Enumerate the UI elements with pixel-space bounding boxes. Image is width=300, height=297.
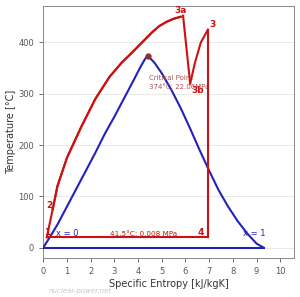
Y-axis label: Temperature [°C]: Temperature [°C] bbox=[6, 90, 16, 174]
X-axis label: Specific Entropy [kJ/kgK]: Specific Entropy [kJ/kgK] bbox=[109, 279, 229, 289]
Text: nuclear-power.net: nuclear-power.net bbox=[48, 288, 111, 294]
Text: x = 0: x = 0 bbox=[56, 229, 79, 238]
Text: 3a: 3a bbox=[175, 6, 187, 15]
Text: Critical Point
374°C; 22.06MPa: Critical Point 374°C; 22.06MPa bbox=[149, 75, 209, 90]
Text: 41.5°C; 0.008 MPa: 41.5°C; 0.008 MPa bbox=[110, 231, 177, 237]
Text: 3: 3 bbox=[209, 20, 216, 29]
Text: x = 1: x = 1 bbox=[244, 229, 266, 238]
Text: 1: 1 bbox=[44, 228, 50, 237]
Text: 2: 2 bbox=[46, 201, 52, 210]
Text: 4: 4 bbox=[198, 228, 204, 237]
Text: 3b: 3b bbox=[192, 86, 204, 95]
